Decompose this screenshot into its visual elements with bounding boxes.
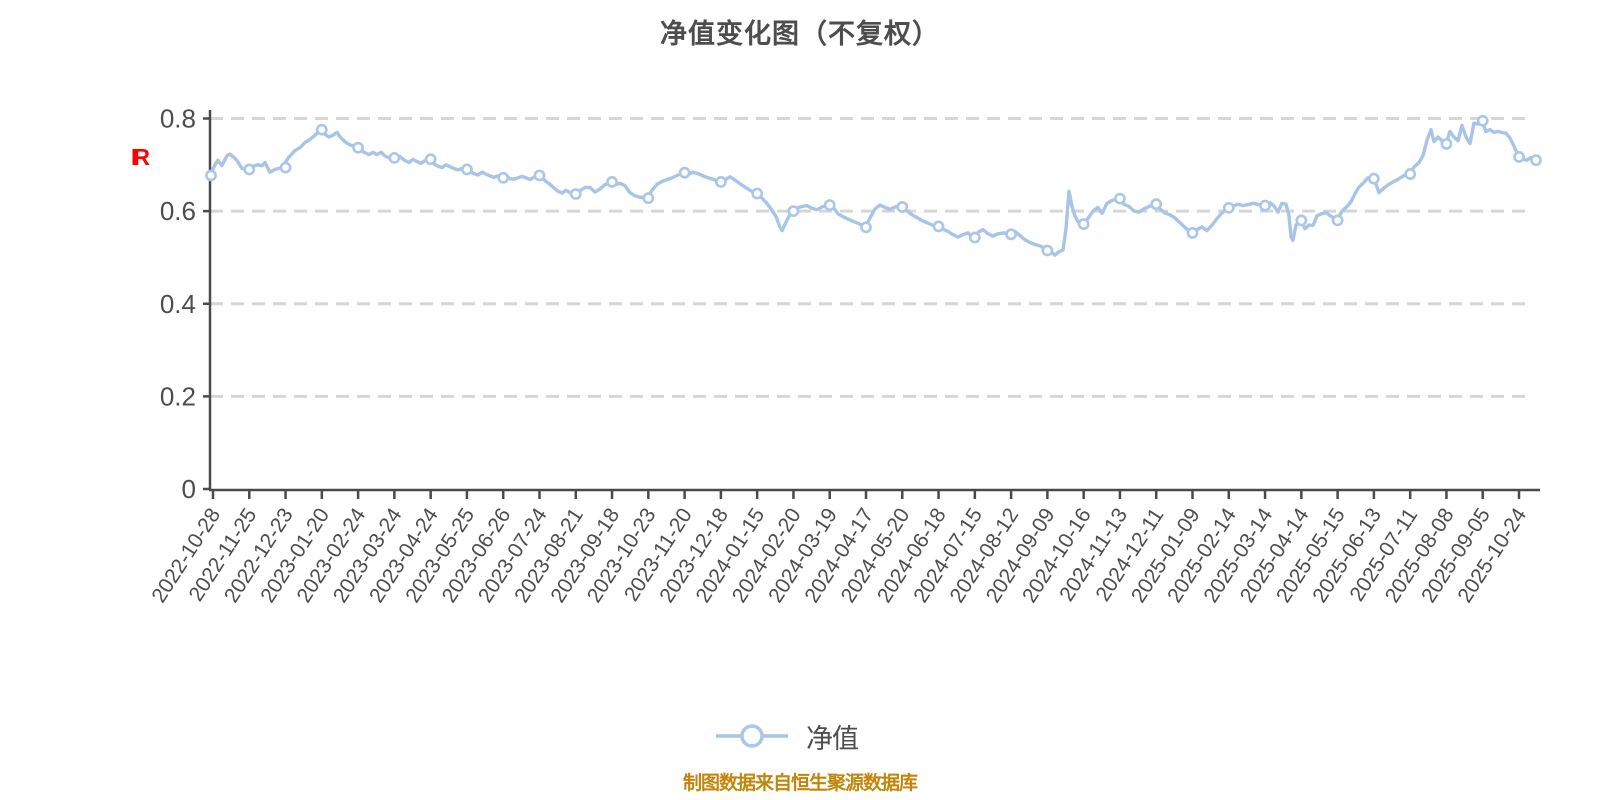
data-point-marker xyxy=(315,123,328,136)
data-point-marker xyxy=(1041,244,1054,257)
data-point-marker-last xyxy=(1530,154,1542,167)
data-point-marker xyxy=(205,169,217,182)
data-point-marker xyxy=(1222,201,1235,214)
data-point-marker xyxy=(497,171,510,184)
data-point-marker xyxy=(1077,218,1090,230)
legend-item-netvalue[interactable]: 净值 xyxy=(712,716,859,756)
y-tick-label: 0.6 xyxy=(160,196,196,226)
y-tick-label: 0.4 xyxy=(160,289,196,319)
data-point-marker xyxy=(932,220,945,233)
y-tick-labels: 0 0.2 0.4 0.6 0.8 xyxy=(160,104,196,505)
series-line xyxy=(208,119,1538,257)
data-point-marker xyxy=(968,231,981,244)
series-markers xyxy=(205,114,1542,257)
data-point-marker xyxy=(1259,199,1271,212)
data-point-marker xyxy=(279,161,292,174)
data-point-marker xyxy=(1476,114,1489,127)
data-point-marker xyxy=(642,192,655,205)
y-axis-unit-label: IR xyxy=(131,144,150,170)
data-source-caption: 制图数据来自恒生聚源数据库 xyxy=(682,773,918,794)
data-point-marker xyxy=(1005,228,1018,241)
data-point-marker xyxy=(896,201,909,213)
x-tick-labels: 2022-10-282022-11-252022-12-232023-01-20… xyxy=(147,504,1531,607)
data-point-marker xyxy=(1114,192,1126,205)
data-point-marker xyxy=(1367,172,1380,185)
data-point-marker xyxy=(860,221,872,234)
data-point-marker xyxy=(787,205,800,218)
data-point-marker xyxy=(714,176,727,188)
data-point-marker xyxy=(1513,151,1525,163)
data-point-marker xyxy=(533,169,546,182)
y-gridlines xyxy=(210,117,1532,398)
data-point-marker xyxy=(751,187,764,200)
data-point-marker xyxy=(606,176,618,188)
data-point-marker xyxy=(1440,138,1453,150)
data-point-marker xyxy=(823,199,836,212)
y-tick-label: 0.2 xyxy=(160,381,196,411)
data-point-marker xyxy=(388,151,401,164)
data-point-marker xyxy=(569,188,582,200)
y-tick-label: 0 xyxy=(182,474,196,504)
legend-label: 净值 xyxy=(806,723,859,754)
data-point-marker xyxy=(424,153,437,166)
data-point-marker xyxy=(1150,198,1163,211)
legend-marker-icon xyxy=(716,724,788,748)
data-point-marker xyxy=(1404,168,1417,180)
chart-title: 净值变化图（不复权） xyxy=(660,19,940,49)
data-point-marker xyxy=(461,163,473,176)
data-point-marker xyxy=(1186,226,1199,239)
data-point-marker xyxy=(1331,214,1344,227)
data-point-marker xyxy=(678,166,691,179)
data-point-marker xyxy=(1295,214,1308,227)
y-tick-label: 0.8 xyxy=(160,104,196,134)
legend: 净值 xyxy=(0,706,1600,766)
data-point-marker xyxy=(243,163,256,176)
data-point-marker xyxy=(352,141,365,154)
